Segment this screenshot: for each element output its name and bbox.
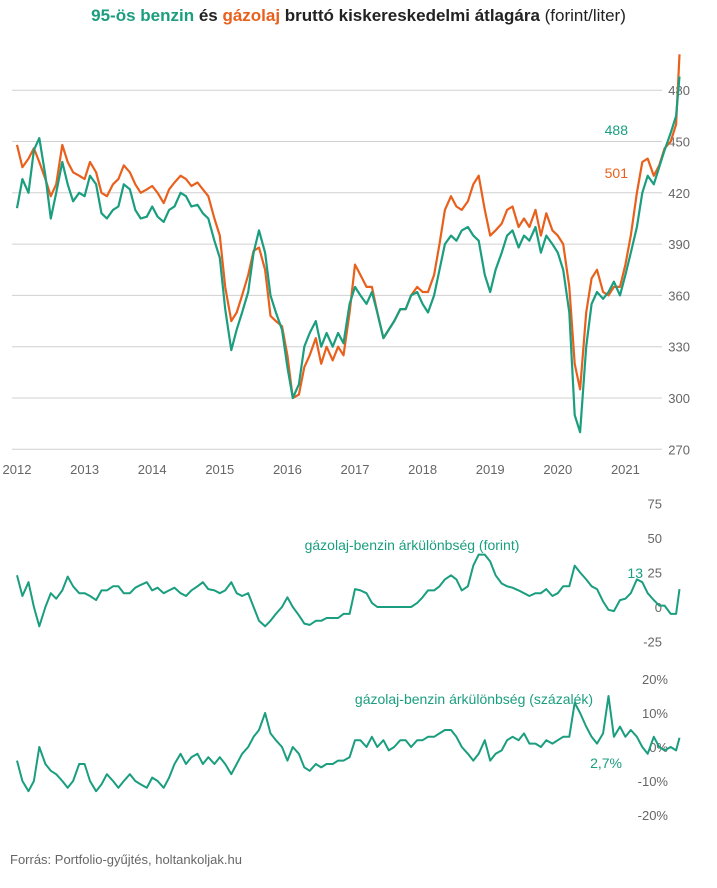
y-tick-mid-0: -25 — [643, 635, 662, 650]
chart-title: 95-ös benzin és gázolaj bruttó kiskeresk… — [0, 6, 717, 26]
end-label-diff-percent: 2,7% — [590, 755, 622, 771]
y-tick-top-1: 300 — [668, 391, 690, 406]
title-unit: (forint/liter) — [544, 6, 626, 25]
series-line-gazolaj — [15, 54, 681, 400]
y-tick-mid-2: 25 — [648, 566, 662, 581]
x-tick-label-7: 2019 — [476, 462, 505, 477]
series-line-diff-forint — [16, 553, 681, 628]
series-line-diff-percent — [16, 695, 681, 793]
end-label-diff-forint: 13 — [627, 565, 643, 581]
title-es: és — [194, 6, 223, 25]
bot-chart-title: gázolaj-benzin árkülönbség (százalék) — [355, 691, 593, 707]
y-tick-top-2: 330 — [668, 340, 690, 355]
y-tick-mid-4: 75 — [648, 497, 662, 512]
x-tick-label-0: 2012 — [3, 462, 32, 477]
x-tick-label-6: 2018 — [408, 462, 437, 477]
title-benzin: 95-ös benzin — [91, 6, 195, 25]
end-label-gazolaj: 501 — [605, 165, 629, 181]
y-tick-bot-1: 10% — [642, 706, 668, 721]
y-tick-top-6: 450 — [668, 135, 690, 150]
y-tick-top-5: 420 — [668, 186, 690, 201]
series-line-benzin — [15, 76, 681, 434]
x-tick-label-4: 2016 — [273, 462, 302, 477]
x-tick-label-5: 2017 — [341, 462, 370, 477]
y-tick-bot-3: -10% — [638, 774, 669, 789]
title-rest: bruttó kiskereskedelmi átlagára — [280, 6, 545, 25]
source-note: Forrás: Portfolio-gyűjtés, holtankoljak.… — [10, 852, 242, 867]
x-tick-label-2: 2014 — [138, 462, 167, 477]
y-tick-bot-0: 20% — [642, 672, 668, 687]
y-tick-bot-4: -20% — [638, 808, 669, 823]
title-gazolaj: gázolaj — [222, 6, 281, 25]
y-tick-mid-3: 50 — [648, 531, 662, 546]
end-label-benzin: 488 — [605, 122, 629, 138]
y-tick-top-3: 360 — [668, 288, 690, 303]
y-tick-top-4: 390 — [668, 237, 690, 252]
y-tick-top-0: 270 — [668, 442, 690, 457]
x-tick-label-1: 2013 — [70, 462, 99, 477]
x-tick-label-9: 2021 — [611, 462, 640, 477]
x-tick-label-8: 2020 — [543, 462, 572, 477]
x-tick-label-3: 2015 — [205, 462, 234, 477]
mid-chart-title: gázolaj-benzin árkülönbség (forint) — [305, 537, 520, 553]
y-tick-mid-1: 0 — [655, 600, 662, 615]
